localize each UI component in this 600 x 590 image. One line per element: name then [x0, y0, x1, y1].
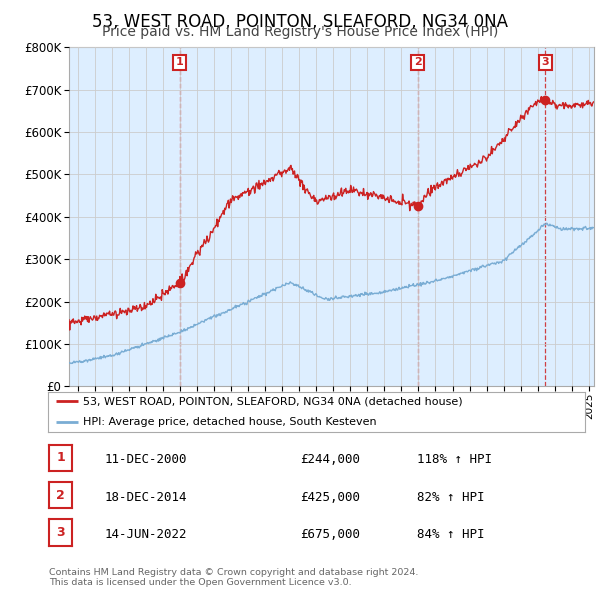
Text: 2: 2 [56, 489, 65, 502]
Text: 53, WEST ROAD, POINTON, SLEAFORD, NG34 0NA (detached house): 53, WEST ROAD, POINTON, SLEAFORD, NG34 0… [83, 396, 463, 407]
Text: 118% ↑ HPI: 118% ↑ HPI [417, 453, 492, 467]
Text: 1: 1 [56, 451, 65, 464]
Text: 3: 3 [542, 57, 549, 67]
Text: 2: 2 [414, 57, 422, 67]
Text: Price paid vs. HM Land Registry's House Price Index (HPI): Price paid vs. HM Land Registry's House … [102, 25, 498, 39]
Text: 84% ↑ HPI: 84% ↑ HPI [417, 527, 485, 541]
Text: 11-DEC-2000: 11-DEC-2000 [105, 453, 187, 467]
Text: 1: 1 [176, 57, 184, 67]
Text: Contains HM Land Registry data © Crown copyright and database right 2024.
This d: Contains HM Land Registry data © Crown c… [49, 568, 419, 587]
Text: 82% ↑ HPI: 82% ↑ HPI [417, 490, 485, 504]
Text: 53, WEST ROAD, POINTON, SLEAFORD, NG34 0NA: 53, WEST ROAD, POINTON, SLEAFORD, NG34 0… [92, 13, 508, 31]
Text: £675,000: £675,000 [300, 527, 360, 541]
Text: 3: 3 [56, 526, 65, 539]
Text: £244,000: £244,000 [300, 453, 360, 467]
Text: £425,000: £425,000 [300, 490, 360, 504]
Text: 14-JUN-2022: 14-JUN-2022 [105, 527, 187, 541]
Text: 18-DEC-2014: 18-DEC-2014 [105, 490, 187, 504]
Text: HPI: Average price, detached house, South Kesteven: HPI: Average price, detached house, Sout… [83, 417, 377, 427]
